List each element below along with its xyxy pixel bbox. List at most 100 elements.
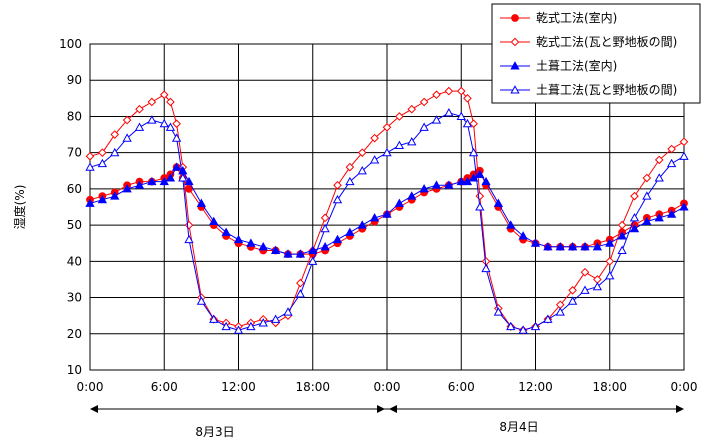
legend: 乾式工法(室内) 乾式工法(瓦と野地板の間) 土葺工法(室内) 土葺工法(瓦と野地板の… xyxy=(491,3,701,104)
x-tick-label: 12:00 xyxy=(518,380,553,394)
data-point xyxy=(592,281,603,291)
data-point xyxy=(630,191,639,201)
legend-swatch-marker xyxy=(511,14,519,22)
date-label-day2: 8月4日 xyxy=(499,420,538,434)
data-point xyxy=(456,111,466,120)
data-point xyxy=(493,198,504,207)
data-point xyxy=(475,202,485,211)
data-point xyxy=(122,115,132,125)
legend-label: 土葺工法(瓦と野地板の間) xyxy=(536,83,677,97)
data-point xyxy=(209,216,219,226)
data-point xyxy=(567,242,578,251)
data-point xyxy=(296,278,305,288)
data-point xyxy=(357,148,367,157)
data-point xyxy=(165,122,176,131)
data-point xyxy=(184,234,194,244)
data-point xyxy=(171,162,182,171)
data-point xyxy=(233,325,244,334)
data-point xyxy=(468,147,479,157)
y-tick-label: 70 xyxy=(67,146,82,160)
legend-swatch-marker xyxy=(510,61,520,70)
data-point xyxy=(357,165,367,175)
data-point xyxy=(258,242,268,251)
data-point xyxy=(85,162,95,171)
data-point xyxy=(382,123,392,132)
y-tick-label: 20 xyxy=(67,327,82,341)
data-point xyxy=(85,151,95,161)
series-layer xyxy=(85,86,689,335)
data-point xyxy=(444,86,454,96)
x-tick-label: 18:00 xyxy=(295,380,330,394)
data-point xyxy=(295,289,306,298)
data-point xyxy=(196,296,207,305)
x-tick-label: 6:00 xyxy=(151,380,178,394)
data-point xyxy=(654,213,664,222)
data-point xyxy=(172,119,181,128)
data-point xyxy=(475,169,485,178)
data-point xyxy=(679,137,689,147)
data-point xyxy=(679,202,689,211)
data-point xyxy=(147,176,157,186)
data-point xyxy=(308,245,318,255)
data-point xyxy=(221,321,231,331)
y-tick-label: 90 xyxy=(67,73,82,87)
y-tick-label: 50 xyxy=(67,218,82,232)
data-point xyxy=(481,176,491,186)
data-point xyxy=(370,133,379,143)
y-tick-label: 100 xyxy=(59,37,82,51)
data-point xyxy=(171,133,182,142)
legend-item: 乾式工法(瓦と野地板の間) xyxy=(500,35,677,49)
data-point xyxy=(97,194,108,204)
data-point xyxy=(320,223,330,233)
data-point xyxy=(592,242,603,251)
data-point xyxy=(654,155,664,165)
data-point xyxy=(463,94,472,103)
data-point xyxy=(283,307,293,316)
data-point xyxy=(122,133,132,142)
data-point xyxy=(246,238,256,247)
data-point xyxy=(165,173,176,182)
data-point xyxy=(320,242,330,251)
data-point xyxy=(666,209,677,218)
data-point xyxy=(568,286,577,295)
data-point xyxy=(134,122,145,131)
data-point xyxy=(166,97,175,107)
legend-swatch-marker xyxy=(510,37,520,47)
date-span-arrows xyxy=(90,405,684,413)
data-point xyxy=(469,119,478,128)
arrow-head-mid-right xyxy=(389,405,397,413)
data-point xyxy=(462,118,473,128)
data-point xyxy=(493,307,504,316)
x-tick-label: 0:00 xyxy=(77,380,104,394)
data-point xyxy=(308,256,318,265)
data-point xyxy=(666,158,677,168)
data-point xyxy=(456,176,466,186)
x-tick-label: 0:00 xyxy=(374,380,401,394)
legend-swatch-marker xyxy=(510,85,520,94)
data-point xyxy=(407,191,417,200)
data-point xyxy=(345,162,355,172)
series-4 xyxy=(85,107,689,334)
date-label-day1: 8月3日 xyxy=(195,425,234,439)
data-point xyxy=(369,155,380,164)
data-point xyxy=(147,115,157,124)
data-point xyxy=(233,234,244,244)
data-point xyxy=(444,180,454,189)
y-axis-label: 湿度(%) xyxy=(12,185,27,230)
data-point xyxy=(295,249,306,258)
data-point xyxy=(506,220,516,229)
data-point xyxy=(555,242,565,251)
data-point xyxy=(580,242,590,251)
data-point xyxy=(246,321,256,331)
x-tick-label: 0:00 xyxy=(671,380,698,394)
data-point xyxy=(530,321,541,331)
legend-box xyxy=(491,3,701,104)
data-point xyxy=(110,147,120,157)
y-tick-label: 30 xyxy=(67,291,82,305)
data-point xyxy=(333,180,342,190)
data-point xyxy=(481,263,491,273)
data-point xyxy=(357,220,367,229)
data-point xyxy=(270,314,281,323)
data-point xyxy=(518,231,528,240)
